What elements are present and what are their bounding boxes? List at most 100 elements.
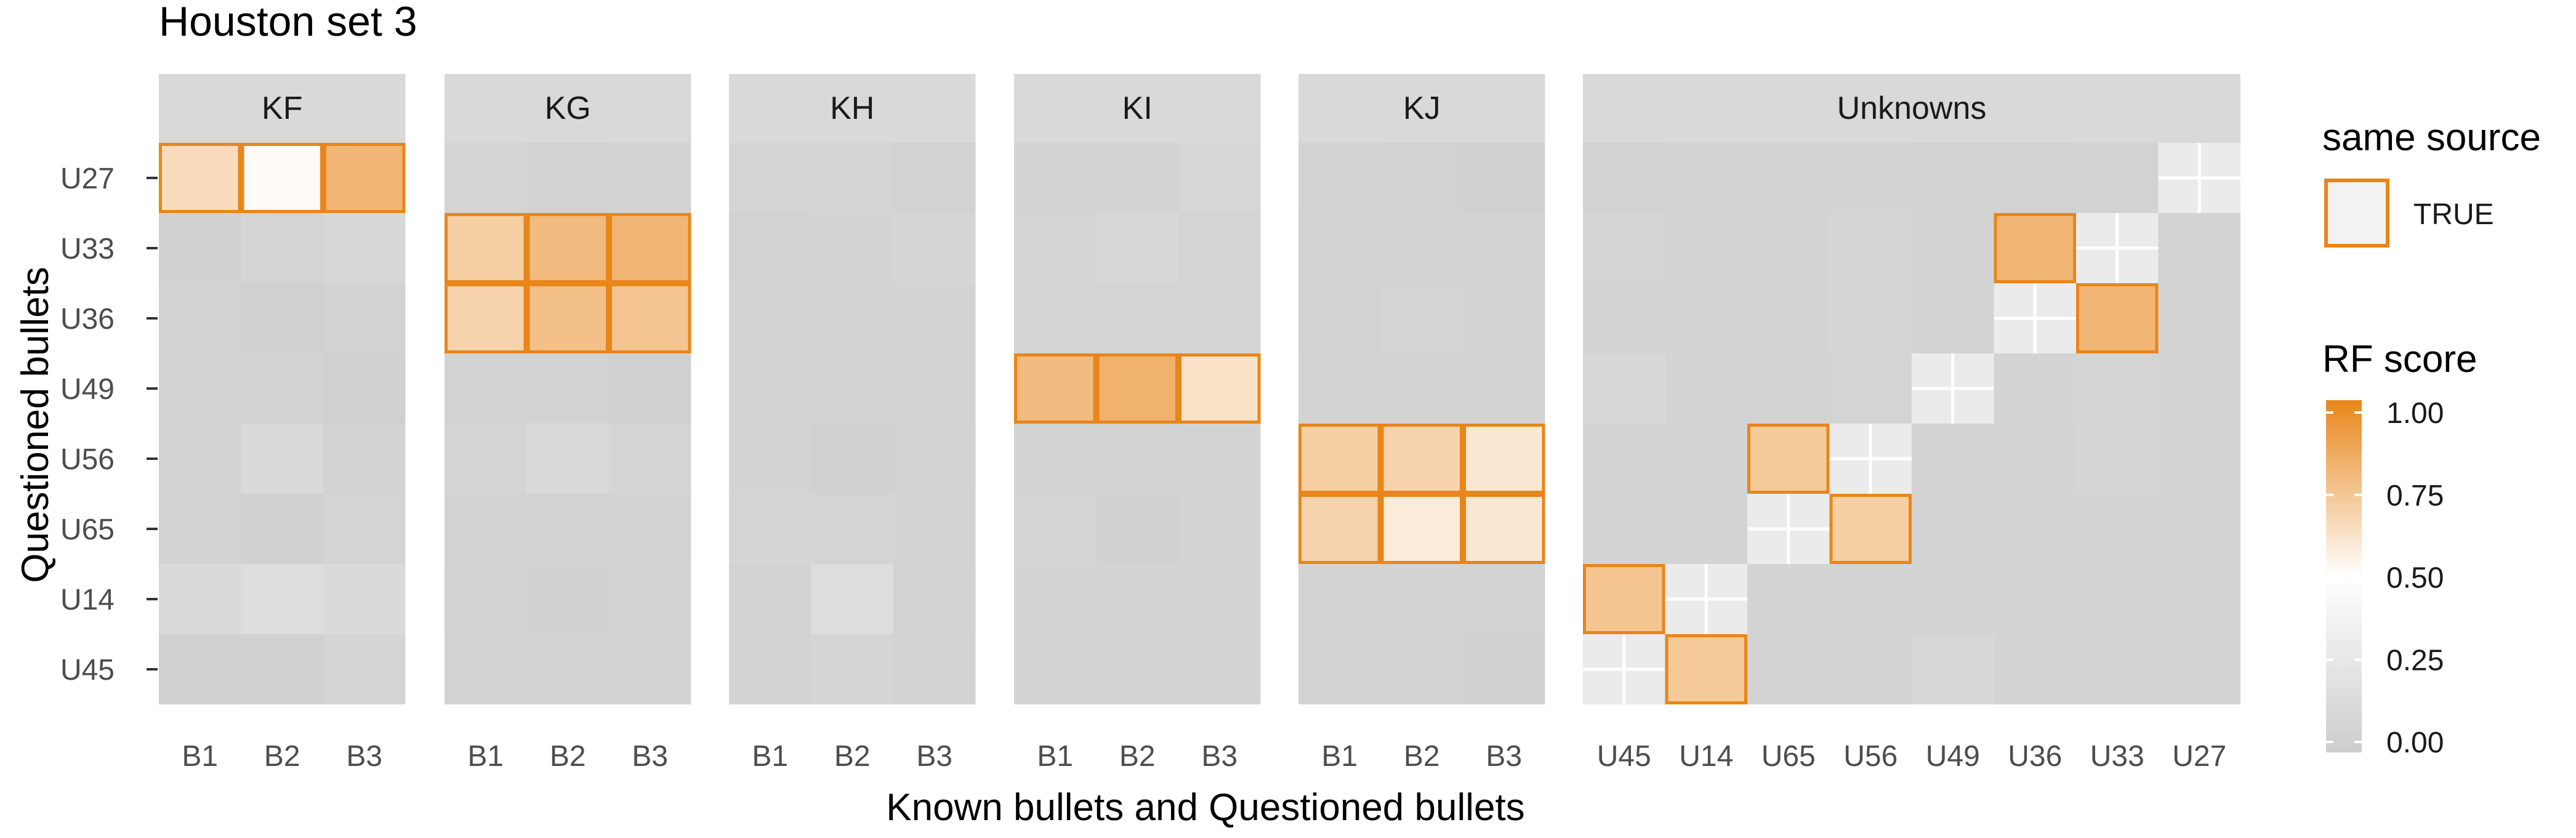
heatmap-cell bbox=[445, 424, 527, 494]
colorbar-tick-label: 0.50 bbox=[2386, 562, 2444, 595]
heatmap-cell bbox=[1829, 143, 1912, 213]
same-source-outline bbox=[1829, 494, 1912, 564]
heatmap-cell bbox=[1380, 634, 1463, 704]
heatmap-cell bbox=[893, 564, 976, 634]
heatmap-cell bbox=[159, 494, 241, 564]
heatmap-cell bbox=[1994, 213, 2076, 283]
heatmap-cell bbox=[1665, 143, 1747, 213]
heatmap-cell bbox=[1747, 353, 1830, 424]
heatmap-cell bbox=[323, 213, 406, 283]
same-source-outline bbox=[609, 283, 691, 353]
facet-strip-label: KI bbox=[1122, 91, 1153, 126]
heatmap-cell bbox=[323, 634, 406, 704]
x-tick-label: B3 bbox=[916, 740, 952, 773]
same-source-outline bbox=[2076, 283, 2159, 353]
facet-strip bbox=[729, 74, 976, 143]
heatmap-cell bbox=[1583, 564, 1665, 634]
heatmap-cell bbox=[729, 424, 811, 494]
heatmap-cell bbox=[1583, 143, 1665, 213]
heatmap-cell bbox=[1178, 353, 1261, 424]
heatmap-cell bbox=[609, 143, 691, 213]
heatmap-cell bbox=[323, 494, 406, 564]
heatmap-cell bbox=[1380, 213, 1463, 283]
heatmap-cell bbox=[159, 424, 241, 494]
same-source-outline bbox=[445, 213, 527, 283]
heatmap-cell bbox=[1014, 494, 1097, 564]
legend-rf-score-title: RF score bbox=[2322, 338, 2477, 381]
heatmap-cell bbox=[1747, 213, 1830, 283]
heatmap-cell bbox=[1829, 283, 1912, 353]
heatmap-cell bbox=[1463, 143, 1545, 213]
same-source-outline bbox=[241, 143, 323, 213]
heatmap-cell bbox=[1665, 353, 1747, 424]
heatmap-cell bbox=[2076, 634, 2159, 704]
heatmap-cell bbox=[1665, 283, 1747, 353]
same-source-outline bbox=[526, 213, 609, 283]
heatmap-cell bbox=[1829, 634, 1912, 704]
same-source-outline bbox=[1298, 494, 1381, 564]
legend-same-source-title: same source bbox=[2322, 116, 2541, 159]
heatmap-cell bbox=[241, 494, 323, 564]
heatmap-cell bbox=[1298, 283, 1381, 353]
x-tick-label: B3 bbox=[346, 740, 382, 773]
heatmap-cell bbox=[1298, 424, 1381, 494]
y-tick-label: U49 bbox=[60, 373, 115, 406]
x-tick-label: B2 bbox=[1119, 740, 1156, 773]
legend-rf-score: RF score 1.00 0.75 0.50 0.25 0.00 bbox=[2322, 338, 2477, 759]
heatmap-cell bbox=[2076, 494, 2159, 564]
heatmap-cell bbox=[729, 564, 811, 634]
heatmap-cell bbox=[1380, 283, 1463, 353]
heatmap-cell bbox=[1096, 494, 1178, 564]
heatmap-cell bbox=[1463, 564, 1545, 634]
panel-ki: KI B1 B2 B3 bbox=[1014, 74, 1261, 773]
y-tick-label: U27 bbox=[60, 163, 115, 195]
heatmap-cell bbox=[159, 143, 241, 213]
panel-kh: KH B1 B2 B3 bbox=[729, 74, 976, 773]
heatmap-cell bbox=[1583, 353, 1665, 424]
y-tick-label: U36 bbox=[60, 303, 115, 336]
heatmap-cell bbox=[1665, 634, 1747, 704]
heatmap-cell bbox=[1994, 143, 2076, 213]
heatmap-cell bbox=[2076, 143, 2159, 213]
heatmap-cell bbox=[1829, 494, 1912, 564]
heatmap-cell bbox=[1994, 564, 2076, 634]
heatmap-cell bbox=[1014, 353, 1097, 424]
heatmap-cell bbox=[893, 283, 976, 353]
facet-strip bbox=[159, 74, 406, 143]
heatmap-cell bbox=[1014, 143, 1097, 213]
legend-same-source-key bbox=[2324, 179, 2389, 248]
x-tick-label: B2 bbox=[264, 740, 300, 773]
heatmap-cell bbox=[323, 424, 406, 494]
heatmap-cell bbox=[729, 634, 811, 704]
y-axis-label: Questioned bullets bbox=[14, 267, 57, 583]
heatmap-cell bbox=[1298, 564, 1381, 634]
heatmap-cell bbox=[241, 213, 323, 283]
same-source-outline bbox=[1014, 353, 1097, 424]
heatmap-cell bbox=[1298, 494, 1381, 564]
heatmap-cell bbox=[526, 213, 609, 283]
heatmap-cell bbox=[1994, 424, 2076, 494]
y-tick-label: U14 bbox=[60, 584, 115, 616]
colorbar-tick-label: 0.25 bbox=[2386, 644, 2444, 677]
same-source-outline bbox=[609, 213, 691, 283]
facet-strip-label: KF bbox=[262, 91, 302, 126]
colorbar-tick-label: 1.00 bbox=[2386, 397, 2444, 430]
heatmap-cell bbox=[2076, 424, 2159, 494]
x-tick-label: U45 bbox=[1597, 740, 1651, 773]
heatmap-cell bbox=[2076, 353, 2159, 424]
x-tick-label: B1 bbox=[1037, 740, 1073, 773]
heatmap-cell bbox=[1096, 353, 1178, 424]
panel-kj: KJ B1 B2 B3 bbox=[1298, 74, 1545, 773]
heatmap-cell bbox=[323, 283, 406, 353]
heatmap-cell bbox=[1380, 494, 1463, 564]
heatmap-cell bbox=[1583, 494, 1665, 564]
facet-strip bbox=[1298, 74, 1545, 143]
heatmap-cell bbox=[1380, 353, 1463, 424]
facet-strip bbox=[1583, 74, 2240, 143]
heatmap-cell bbox=[2158, 213, 2240, 283]
heatmap-cell bbox=[1912, 424, 1994, 494]
panel-kg: KG B1 B2 B3 bbox=[445, 74, 691, 773]
heatmap-cell bbox=[811, 353, 893, 424]
heatmap-cell bbox=[1829, 564, 1912, 634]
